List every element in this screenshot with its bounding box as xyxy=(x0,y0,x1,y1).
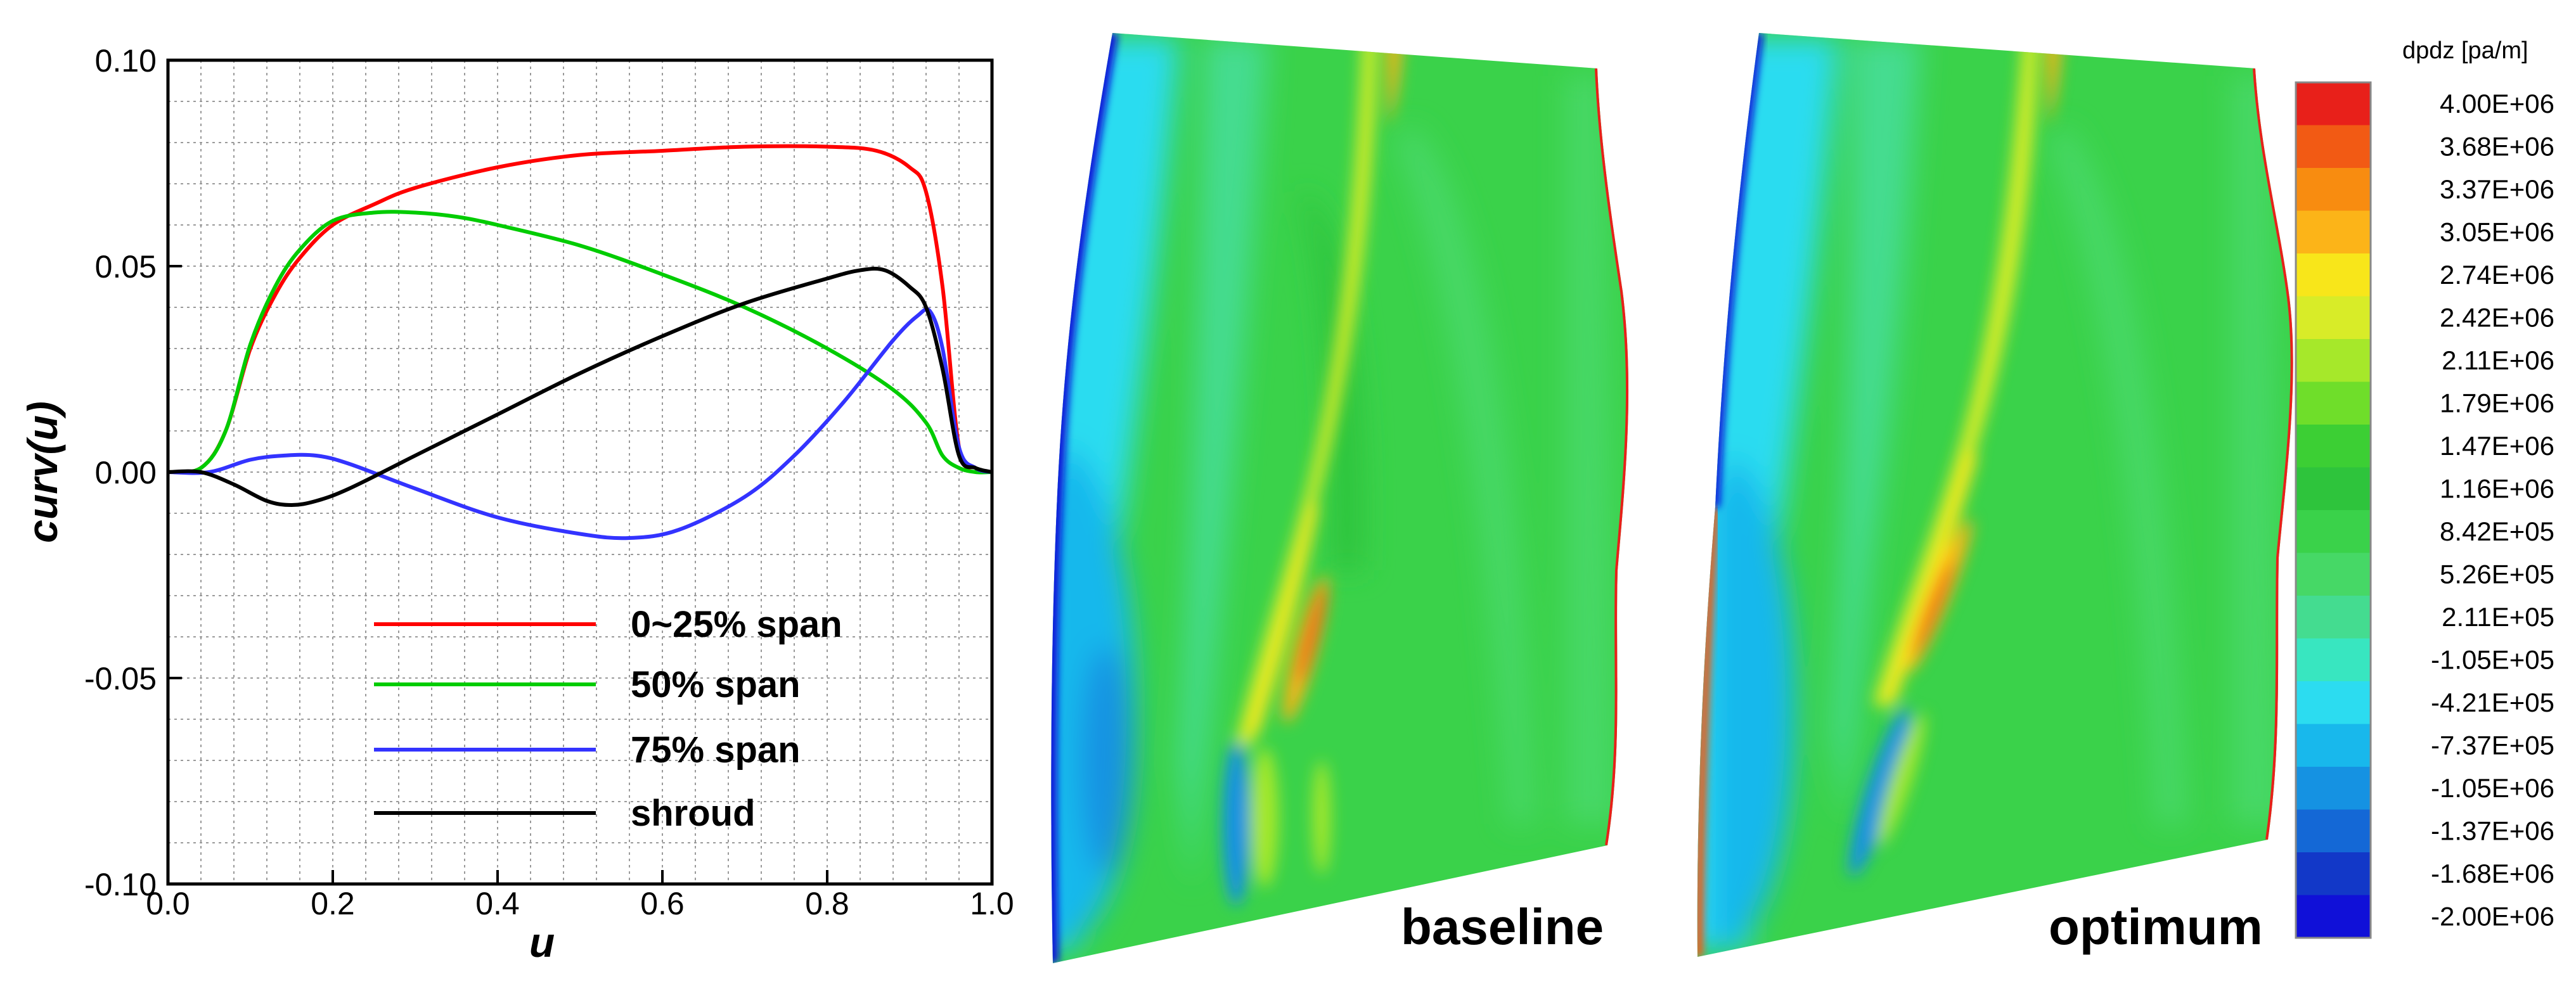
colorbar-label: -1.68E+06 xyxy=(2431,859,2554,888)
baseline-label: baseline xyxy=(1401,899,1604,955)
plot-border xyxy=(166,58,994,886)
colorbar-label: 3.37E+06 xyxy=(2440,174,2554,204)
colorbar-label: 2.11E+06 xyxy=(2442,345,2554,375)
colorbar-swatch xyxy=(2296,82,2371,125)
legend-label-0: 0~25% span xyxy=(631,604,842,645)
x-tick-labels: 0.0 0.2 0.4 0.6 0.8 1.0 xyxy=(146,870,1014,921)
series-line-3 xyxy=(167,267,993,507)
colorbar-label: 8.42E+05 xyxy=(2440,516,2554,546)
colorbar-label: 1.16E+06 xyxy=(2440,473,2554,503)
colorbar-swatch xyxy=(2296,852,2371,895)
colorbar: dpdz [pa/m] 4.00E+06 3.68E+06 3.37E+06 3.05… xyxy=(2295,37,2554,939)
colorbar-swatch xyxy=(2296,510,2371,553)
colorbar-label: -4.21E+05 xyxy=(2431,688,2554,717)
legend-label-1: 50% span xyxy=(631,664,801,705)
colorbar-label: -7.37E+05 xyxy=(2431,730,2554,760)
colorbar-label: 4.00E+06 xyxy=(2440,89,2554,118)
colorbar-label: 2.74E+06 xyxy=(2440,260,2554,290)
optimum-contour-field xyxy=(1697,33,2293,957)
colorbar-swatch xyxy=(2296,553,2371,596)
x-tick-label: 0.2 xyxy=(311,886,355,921)
colorbar-label: -1.05E+05 xyxy=(2431,644,2554,674)
colorbar-swatch xyxy=(2296,210,2371,254)
x-axis-label: u xyxy=(529,919,555,966)
colorbar-swatch xyxy=(2296,339,2371,382)
colorbar-label: -2.00E+06 xyxy=(2431,901,2554,931)
x-tick-label: 0.0 xyxy=(146,886,190,921)
y-axis-label: curv(u) xyxy=(19,401,66,543)
colorbar-label: 2.11E+05 xyxy=(2442,602,2554,632)
colorbar-swatch xyxy=(2296,253,2371,297)
colorbar-label: 5.26E+05 xyxy=(2440,559,2554,589)
colorbar-swatch xyxy=(2296,168,2371,211)
x-tick-label: 0.8 xyxy=(805,886,849,921)
colorbar-swatch xyxy=(2296,809,2371,853)
colorbar-swatch xyxy=(2296,125,2371,169)
colorbar-frame xyxy=(2295,81,2372,939)
x-tick-label: 0.6 xyxy=(640,886,685,921)
y-tick-label: -0.10 xyxy=(84,867,157,902)
y-tick-label: 0.00 xyxy=(95,455,157,490)
series-line-0 xyxy=(167,144,993,475)
colorbar-swatch xyxy=(2296,296,2371,340)
colorbar-label: 2.42E+06 xyxy=(2440,302,2554,332)
colorbar-labels: 4.00E+06 3.68E+06 3.37E+06 3.05E+06 2.74E+06… xyxy=(2431,89,2554,932)
colorbar-label: 3.05E+06 xyxy=(2440,217,2554,246)
y-tick-label: 0.10 xyxy=(95,43,157,79)
colorbar-swatch xyxy=(2296,895,2371,938)
baseline-contour-field xyxy=(1051,33,1629,963)
curvature-line-chart: -0.10 -0.05 0.00 0.05 0.10 0.0 0.2 0.4 0.6 0.8 1.… xyxy=(19,43,1014,966)
legend-label-2: 75% span xyxy=(631,729,801,771)
colorbar-label: -1.05E+06 xyxy=(2431,773,2554,803)
colorbar-swatches xyxy=(2295,81,2372,939)
optimum-label: optimum xyxy=(2049,899,2263,955)
colorbar-title: dpdz [pa/m] xyxy=(2402,37,2528,64)
colorbar-swatch xyxy=(2296,467,2371,511)
colorbar-label: 1.79E+06 xyxy=(2440,388,2554,418)
colorbar-label: 1.47E+06 xyxy=(2440,431,2554,461)
y-tick-labels: -0.10 -0.05 0.00 0.05 0.10 xyxy=(84,43,182,902)
grid-lines xyxy=(168,60,992,884)
y-tick-label: 0.05 xyxy=(95,249,157,285)
colorbar-swatch xyxy=(2296,425,2371,468)
colorbar-label: -1.37E+06 xyxy=(2431,816,2554,845)
series-line-2 xyxy=(167,307,993,541)
series-layer xyxy=(167,144,993,541)
legend: 0~25% span 50% span 75% span shroud xyxy=(374,604,842,834)
colorbar-swatch xyxy=(2296,381,2371,425)
colorbar-swatch xyxy=(2296,724,2371,767)
colorbar-label: 3.68E+06 xyxy=(2440,131,2554,161)
legend-label-3: shroud xyxy=(631,793,756,834)
colorbar-swatch xyxy=(2296,596,2371,639)
series-line-1 xyxy=(167,210,993,475)
colorbar-swatch xyxy=(2296,638,2371,682)
optimum-contour-panel: optimum xyxy=(1697,33,2293,957)
baseline-contour-panel: baseline xyxy=(1051,33,1629,963)
colorbar-swatch xyxy=(2296,767,2371,810)
x-tick-label: 1.0 xyxy=(970,886,1014,921)
colorbar-swatch xyxy=(2296,681,2371,724)
x-tick-label: 0.4 xyxy=(475,886,520,921)
y-tick-label: -0.05 xyxy=(84,661,157,696)
